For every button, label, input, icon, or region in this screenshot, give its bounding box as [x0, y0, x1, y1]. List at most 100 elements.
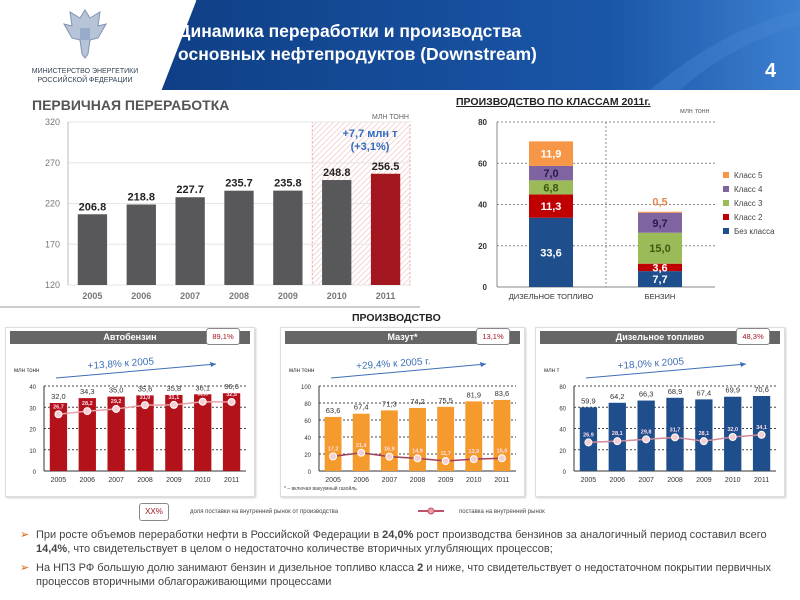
header-banner	[158, 0, 800, 90]
bar-2010	[194, 394, 212, 471]
y-tick-label: 0	[308, 470, 312, 476]
bullet-1: ➢ При росте объемов переработки нефти в Р…	[20, 528, 790, 556]
bar-2006	[78, 398, 96, 471]
primary-annotation: +7,7 млн т (+3,1%)	[335, 128, 405, 154]
primary-chart-title: ПЕРВИЧНАЯ ПЕРЕРАБОТКА	[32, 97, 230, 113]
x-tick-label: 2011	[224, 477, 239, 484]
segment-Класс 2	[529, 194, 573, 218]
title-line-1: Динамика переработки и производства	[178, 21, 522, 41]
domestic-supply-label: 29,2	[111, 399, 122, 405]
domestic-supply-point	[497, 454, 506, 463]
growth-label: +29,4% к 2005 г.	[356, 356, 431, 372]
x-tick-label: 2011	[376, 291, 396, 301]
domestic-supply-point	[642, 435, 651, 444]
domestic-supply-point	[584, 438, 593, 447]
x-tick-label: 2009	[278, 291, 298, 301]
domestic-supply-label: 32,0	[727, 427, 738, 433]
bar-value-label: 71,3	[382, 399, 397, 408]
bar-2011	[222, 393, 241, 471]
bar-2007	[107, 396, 125, 471]
growth-arrow	[585, 363, 747, 379]
segment-label: 0,5	[652, 197, 667, 209]
y-tick-label: 60	[478, 159, 487, 168]
y-tick-label: 80	[559, 385, 566, 391]
bar-value-label: 81,9	[466, 390, 481, 399]
segment-Без класса	[529, 217, 573, 287]
y-tick-label: 80	[478, 118, 487, 127]
y-tick-label: 0	[483, 283, 488, 292]
domestic-supply-point	[198, 397, 207, 406]
bar-2008	[136, 395, 154, 471]
bar-2009	[695, 399, 713, 471]
bullet-bold: 24,0%	[382, 529, 414, 541]
domestic-supply-label: 17,2	[328, 446, 339, 452]
bar-value-label: 68,9	[668, 387, 683, 396]
segment-Класс 2	[638, 263, 682, 272]
domestic-supply-point	[357, 448, 366, 457]
bar-2010	[465, 401, 483, 471]
x-tick-label: 2007	[638, 477, 654, 484]
bar-2006	[352, 413, 370, 471]
legend-line-text: поставка на внутренний рынок	[459, 509, 545, 515]
segment-label: 6,8	[543, 182, 558, 194]
legend-label: Класс 5	[734, 171, 763, 180]
bar-value-label: 35,0	[109, 386, 124, 395]
bar-value-label: 206.8	[79, 201, 107, 213]
bullet-text: и ниже, что свидетельствует о недостаточ…	[36, 562, 771, 588]
x-tick-label: 2007	[382, 477, 398, 484]
x-tick-label: 2005	[82, 291, 102, 301]
divider	[0, 306, 420, 308]
fueloil-share-badge: 13,1%	[476, 328, 510, 345]
domestic-supply-label: 28,2	[82, 401, 93, 407]
bar-2009	[437, 406, 455, 471]
x-tick-label: 2011	[754, 477, 769, 484]
arrow-head-icon	[740, 362, 746, 367]
classes-unit: млн тонн	[680, 108, 710, 115]
segment-label: 9,7	[652, 218, 667, 230]
bar-2011	[493, 399, 511, 471]
x-tick-label: 2011	[494, 477, 509, 484]
domestic-supply-point	[441, 457, 450, 466]
y-tick-label: 60	[304, 419, 311, 425]
y-tick-label: 0	[563, 470, 567, 476]
bar-2005	[77, 214, 108, 285]
domestic-supply-point	[469, 455, 478, 464]
growth-arrow	[55, 363, 217, 379]
domestic-supply-label: 31,1	[168, 395, 179, 401]
legend-share-text: доля поставки на внутренний рынок от про…	[190, 509, 339, 515]
domestic-supply-label: 32,5	[226, 392, 237, 398]
y-tick-label: 80	[304, 402, 311, 408]
page-number: 4	[765, 60, 777, 82]
primary-unit: МЛН ТОНН	[372, 114, 409, 121]
fueloil-footnote: * – включая вакуумный газойль	[284, 486, 357, 492]
unit-label: млн т	[544, 368, 560, 374]
x-tick-label: 2008	[229, 291, 249, 301]
domestic-supply-label: 31,0	[140, 395, 151, 401]
gasoline-share-badge: 89,1%	[206, 328, 240, 345]
legend-swatch	[723, 172, 729, 178]
segment-label: 7,0	[543, 168, 558, 180]
unit-label: млн тонн	[289, 368, 314, 374]
y-tick-label: 170	[45, 239, 60, 249]
arrow-head-icon	[210, 362, 216, 367]
bar-2005	[324, 416, 342, 471]
legend-label: Класс 2	[734, 213, 763, 222]
bullet-text: На НПЗ РФ большую долю занимают бензин и…	[36, 562, 418, 574]
legend-line-marker-icon	[418, 507, 444, 515]
fueloil-chart: млн тонн +29,4% к 2005 г. 0 20 40 60 80 100 63,6…	[289, 356, 516, 484]
bar-value-label: 227.7	[176, 184, 204, 196]
bar-value-label: 35,6	[138, 384, 153, 393]
x-tick-label: 2008	[410, 477, 426, 484]
legend-swatch	[723, 186, 729, 192]
x-tick-label: 2007	[108, 477, 124, 484]
bar-value-label: 63,6	[326, 406, 341, 415]
y-tick-label: 20	[304, 453, 311, 459]
bullet-bold: 14,4%	[36, 543, 68, 555]
annotation-line-2: (+3,1%)	[350, 141, 390, 153]
domestic-supply-label: 21,4	[356, 443, 368, 449]
domestic-supply-point	[169, 400, 178, 409]
bullet-text: При росте объемов переработки нефти в Ро…	[36, 529, 383, 541]
bullet-text: , что свидетельствует в целом о недостат…	[67, 543, 553, 555]
fueloil-panel-title: Мазут*	[285, 331, 520, 344]
domestic-supply-label: 16,9	[384, 447, 395, 453]
